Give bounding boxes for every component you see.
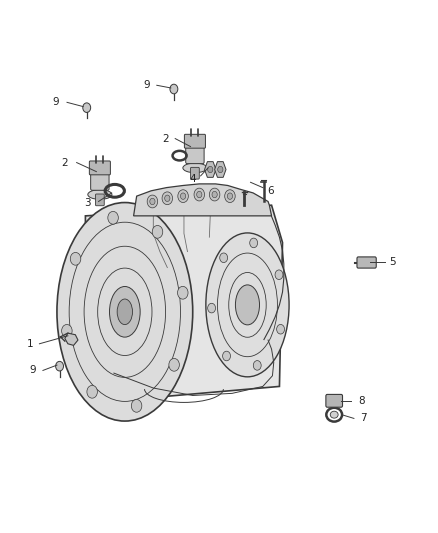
Circle shape (152, 225, 163, 238)
Text: 2: 2 (61, 158, 68, 167)
Circle shape (108, 212, 118, 224)
Circle shape (150, 198, 155, 205)
Circle shape (253, 361, 261, 370)
Ellipse shape (330, 411, 338, 418)
Circle shape (70, 253, 81, 265)
FancyBboxPatch shape (91, 170, 109, 190)
Text: 3: 3 (84, 198, 91, 207)
Circle shape (177, 286, 188, 299)
Text: 2: 2 (162, 134, 169, 143)
FancyBboxPatch shape (326, 394, 343, 407)
Circle shape (87, 385, 97, 398)
FancyBboxPatch shape (184, 134, 205, 148)
Circle shape (225, 190, 235, 203)
Ellipse shape (183, 163, 207, 173)
Circle shape (131, 399, 142, 412)
Text: 7: 7 (360, 414, 367, 423)
Circle shape (197, 191, 202, 198)
Text: 9: 9 (143, 80, 150, 90)
Circle shape (208, 166, 213, 173)
Polygon shape (205, 161, 216, 177)
Text: 4: 4 (189, 174, 196, 183)
Ellipse shape (88, 190, 112, 199)
Circle shape (220, 253, 228, 263)
Ellipse shape (235, 285, 259, 325)
FancyBboxPatch shape (357, 257, 376, 268)
Circle shape (165, 195, 170, 201)
Text: 6: 6 (267, 186, 274, 196)
Polygon shape (85, 205, 283, 397)
Circle shape (250, 238, 258, 248)
Circle shape (83, 103, 91, 112)
Circle shape (218, 166, 223, 173)
Circle shape (208, 303, 215, 313)
Text: 8: 8 (358, 396, 365, 406)
Polygon shape (65, 333, 78, 345)
Circle shape (170, 84, 178, 94)
FancyBboxPatch shape (89, 161, 110, 175)
Ellipse shape (57, 203, 193, 421)
Circle shape (275, 270, 283, 279)
Text: 1: 1 (26, 339, 33, 349)
Circle shape (277, 325, 285, 334)
Circle shape (223, 351, 230, 361)
Ellipse shape (110, 287, 140, 337)
Circle shape (227, 193, 233, 199)
FancyBboxPatch shape (191, 167, 199, 179)
Circle shape (147, 195, 158, 208)
Polygon shape (215, 161, 226, 177)
Circle shape (178, 190, 188, 203)
Circle shape (162, 192, 173, 205)
Circle shape (56, 361, 64, 371)
Text: 5: 5 (389, 257, 396, 267)
Text: 9: 9 (29, 366, 36, 375)
Circle shape (62, 325, 72, 337)
FancyBboxPatch shape (186, 143, 204, 164)
Circle shape (169, 358, 180, 371)
Ellipse shape (206, 233, 289, 377)
Text: 9: 9 (53, 98, 60, 107)
Circle shape (194, 188, 205, 201)
Ellipse shape (117, 299, 132, 325)
Polygon shape (134, 184, 272, 216)
Circle shape (180, 193, 186, 199)
Circle shape (209, 188, 220, 201)
FancyBboxPatch shape (95, 194, 104, 206)
Circle shape (212, 191, 217, 198)
